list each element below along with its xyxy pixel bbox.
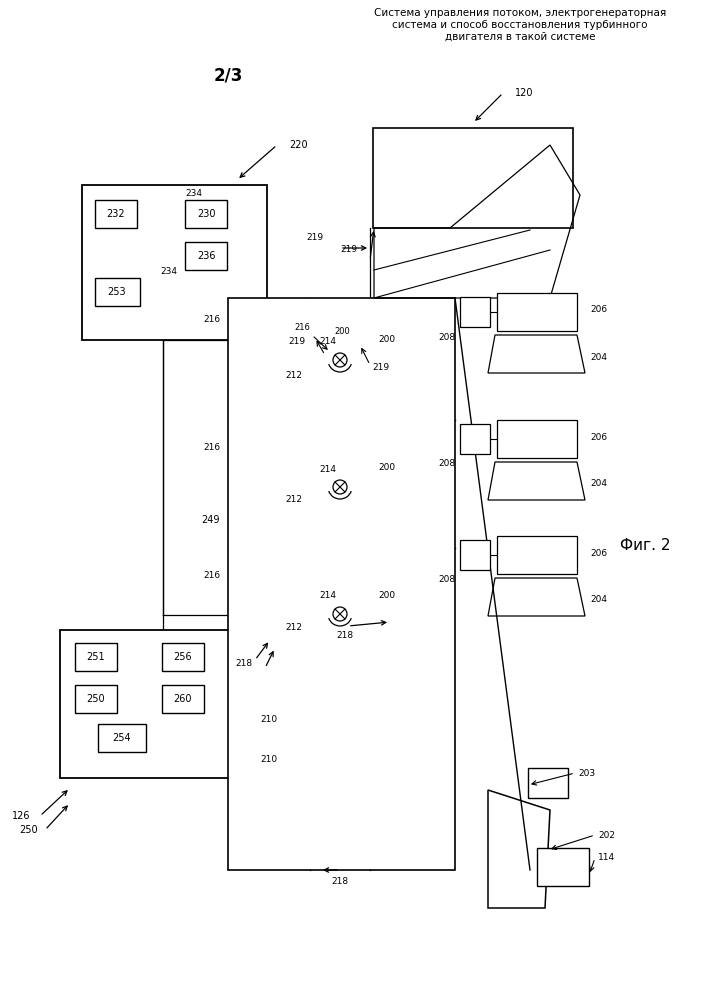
Text: 216: 216 [294, 324, 310, 332]
Text: 206: 206 [590, 432, 607, 442]
Bar [75, 685, 117, 713]
Text: 204: 204 [590, 595, 607, 604]
Bar [98, 724, 146, 752]
Text: 114: 114 [598, 854, 615, 862]
Text: Система управления потоком, электрогенераторная
система и способ восстановления : Система управления потоком, электрогенер… [374, 8, 666, 41]
Text: 220: 220 [289, 140, 308, 150]
Text: 200: 200 [378, 590, 395, 599]
Text: 216: 216 [203, 570, 220, 580]
Text: 126: 126 [11, 811, 30, 821]
Text: 234: 234 [160, 267, 177, 276]
Text: 218: 218 [331, 878, 349, 886]
Text: 251: 251 [86, 652, 106, 662]
Bar [185, 242, 227, 270]
Text: 212: 212 [285, 495, 302, 504]
Text: 202: 202 [598, 830, 615, 840]
Text: 253: 253 [108, 287, 126, 297]
Bar [460, 297, 490, 327]
Text: 210: 210 [260, 716, 277, 724]
Text: 250: 250 [86, 694, 106, 704]
Text: 206: 206 [590, 548, 607, 558]
Text: 219: 219 [372, 363, 389, 372]
Bar [497, 293, 577, 331]
Text: 204: 204 [590, 480, 607, 488]
Bar [60, 630, 255, 778]
Bar [497, 420, 577, 458]
Text: 249: 249 [201, 515, 220, 525]
Bar [75, 643, 117, 671]
Text: 212: 212 [285, 370, 302, 379]
Text: 206: 206 [590, 306, 607, 314]
Text: 212: 212 [285, 624, 302, 633]
Text: 214: 214 [320, 591, 337, 600]
Bar [373, 128, 573, 228]
Bar [497, 536, 577, 574]
Text: 254: 254 [113, 733, 131, 743]
Bar [95, 278, 140, 306]
Text: 232: 232 [106, 209, 125, 219]
Text: 203: 203 [578, 768, 595, 778]
Text: 218: 218 [337, 632, 354, 641]
Bar [185, 200, 227, 228]
Text: 219: 219 [288, 338, 305, 347]
Text: 200: 200 [334, 328, 350, 336]
Text: 200: 200 [378, 464, 395, 473]
Text: 250: 250 [19, 825, 38, 835]
Text: 120: 120 [515, 88, 533, 98]
Text: 200: 200 [378, 336, 395, 344]
Bar [460, 540, 490, 570]
Text: 214: 214 [320, 464, 337, 474]
Text: 208: 208 [438, 460, 455, 468]
Text: 218: 218 [235, 658, 252, 668]
Bar [82, 185, 267, 340]
Text: 260: 260 [174, 694, 192, 704]
Text: 214: 214 [320, 338, 337, 347]
Bar [95, 200, 137, 228]
Bar [460, 424, 490, 454]
Text: 208: 208 [438, 576, 455, 584]
Text: 216: 216 [203, 444, 220, 452]
Text: 219: 219 [340, 245, 357, 254]
Text: 210: 210 [260, 756, 277, 764]
Text: 216: 216 [203, 316, 220, 324]
Bar [162, 685, 204, 713]
Bar [537, 848, 589, 886]
Text: 208: 208 [438, 332, 455, 342]
Text: Фиг. 2: Фиг. 2 [620, 538, 670, 552]
Bar [228, 298, 455, 870]
Text: 256: 256 [174, 652, 192, 662]
Text: 236: 236 [197, 251, 216, 261]
Bar [162, 643, 204, 671]
Text: 204: 204 [590, 353, 607, 361]
Text: 234: 234 [185, 188, 202, 198]
Text: 2/3: 2/3 [213, 66, 242, 84]
Text: 230: 230 [197, 209, 216, 219]
Text: 219: 219 [306, 233, 323, 242]
Bar [528, 768, 568, 798]
